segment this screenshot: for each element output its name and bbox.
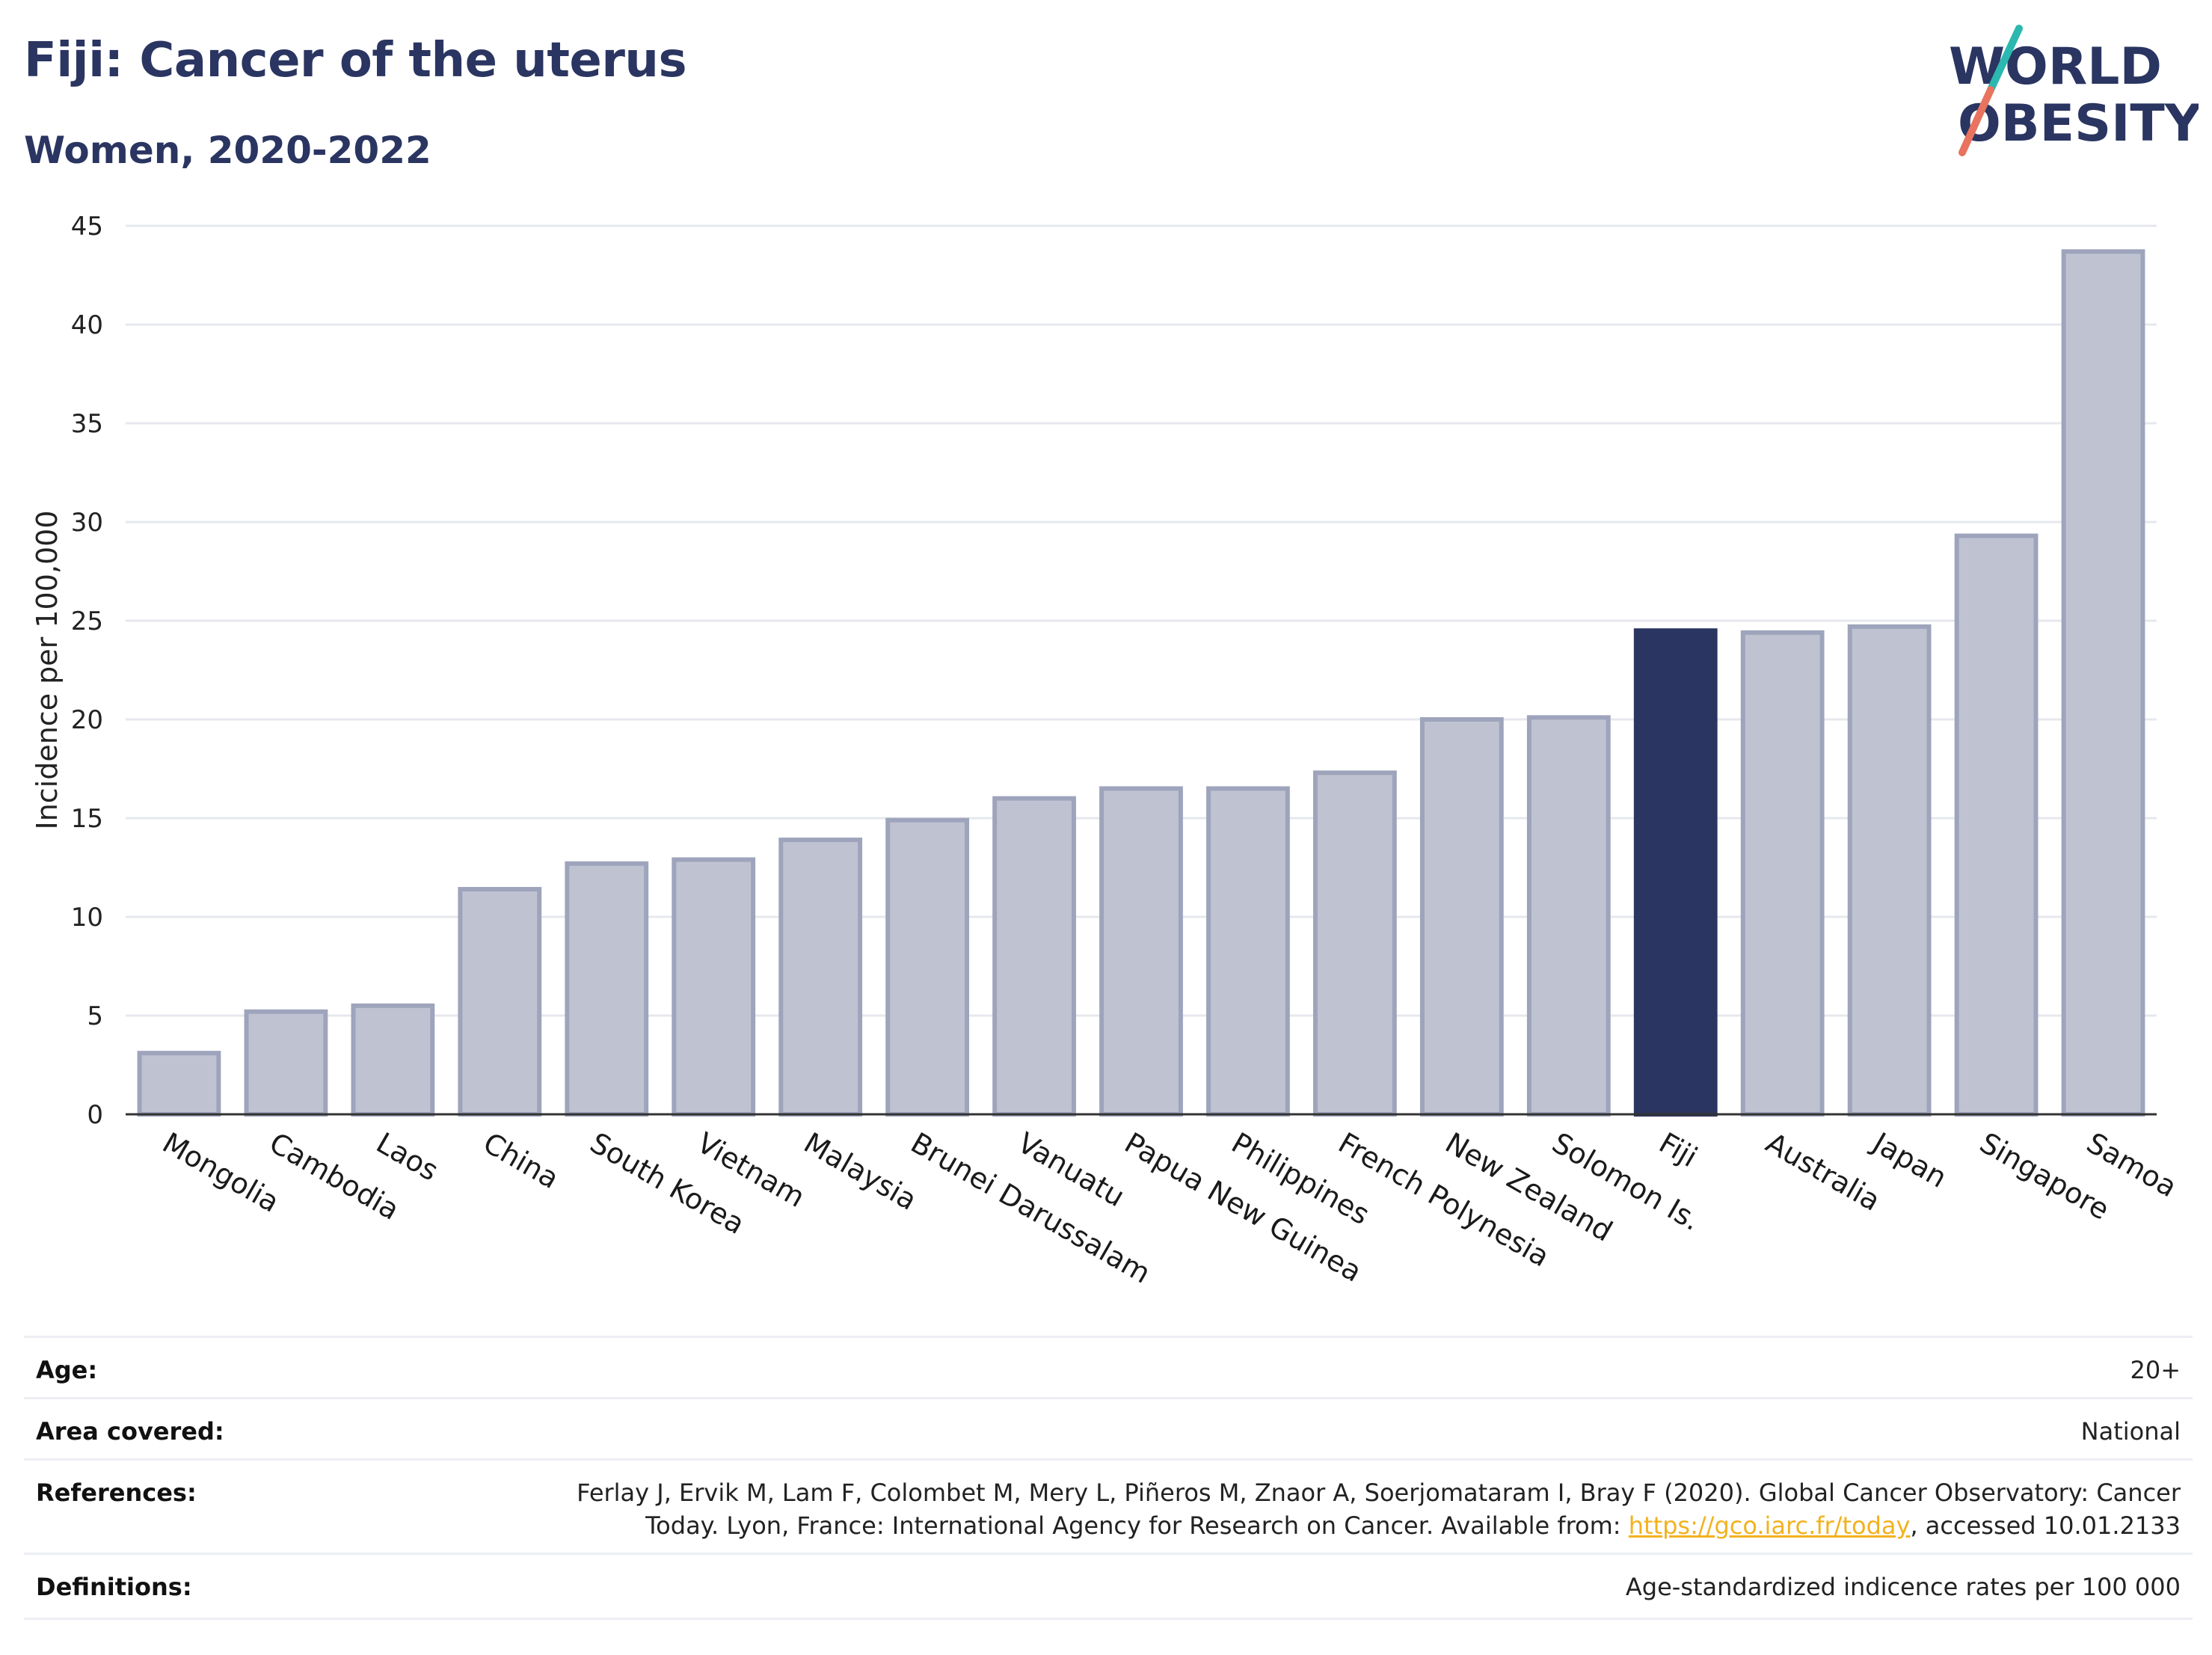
x-tick-label: Malaysia [799,1126,923,1217]
y-tick-label: 40 [71,310,103,340]
bar [1099,786,1183,1117]
y-tick-label: 0 [87,1100,103,1130]
meta-label-area: Area covered: [36,1417,224,1446]
y-tick-label: 10 [71,903,103,933]
meta-row-age: Age: 20+ [24,1336,2193,1399]
meta-value-age: 20+ [2130,1356,2181,1384]
y-axis-label: Incidence per 100,000 [31,510,64,829]
bar [351,1003,435,1117]
bar [672,857,756,1117]
bar [1954,533,2039,1117]
bar [137,1051,221,1117]
meta-label-age: Age: [36,1356,98,1384]
bar [2061,249,2145,1117]
bar [992,796,1076,1117]
bar [1313,770,1397,1117]
bar-chart: 0 5 10 15 20 25 30 35 40 45 Incidence per 100,000 M… [31,212,2182,1290]
meta-label-definitions: Definitions: [36,1573,192,1601]
y-tick-label: 35 [71,409,103,439]
references-line2-end: , accessed 10.01.2133 [1910,1511,2181,1540]
meta-value-references-line1: Ferlay J, Ervik M, Lam F, Colombet M, Me… [577,1479,2181,1507]
bar [565,861,649,1117]
world-obesity-logo: WORLD OBESITY [1949,25,2199,156]
meta-value-references-line2: Today. Lyon, France: International Agenc… [645,1511,2181,1540]
y-tick-label: 25 [71,607,103,636]
bar [1206,786,1290,1117]
bar [1526,715,1611,1117]
meta-value-definitions: Age-standardized indicence rates per 100… [1625,1573,2181,1601]
meta-label-references: References: [36,1479,197,1507]
y-tick-label: 30 [71,508,103,538]
x-tick-label: Australia [1760,1126,1886,1218]
x-tick-label: Fiji [1653,1126,1703,1173]
svg-text:WORLD: WORLD [1949,37,2162,96]
y-tick-label: 5 [87,1001,103,1031]
x-tick-label: China [478,1126,565,1195]
bar-highlighted [1633,628,1718,1117]
chart-title: Fiji: Cancer of the uterus [24,33,687,88]
x-tick-label: Mongolia [157,1126,285,1219]
bar [244,1009,328,1117]
svg-text:OBESITY: OBESITY [1958,94,2199,153]
references-line2-text: Today. Lyon, France: International Agenc… [645,1511,1629,1540]
y-tick-label: 15 [71,804,103,834]
bar [778,838,863,1117]
bar [1419,717,1504,1117]
meta-row-references: References: Ferlay J, Ervik M, Lam F, Co… [24,1458,2193,1555]
meta-row-area: Area covered: National [24,1397,2193,1461]
bar [885,817,969,1117]
bar [458,887,542,1117]
meta-value-area: National [2080,1417,2181,1446]
x-tick-label: Japan [1866,1126,1953,1194]
bar [1847,624,1932,1117]
y-tick-label: 20 [71,705,103,735]
y-tick-label: 45 [71,212,103,242]
references-link[interactable]: https://gco.iarc.fr/today [1628,1511,1911,1540]
meta-row-definitions: Definitions: Age-standardized indicence … [24,1553,2193,1620]
chart-subtitle: Women, 2020-2022 [24,129,431,172]
bar [1740,630,1825,1117]
x-tick-label: Laos [371,1126,444,1188]
